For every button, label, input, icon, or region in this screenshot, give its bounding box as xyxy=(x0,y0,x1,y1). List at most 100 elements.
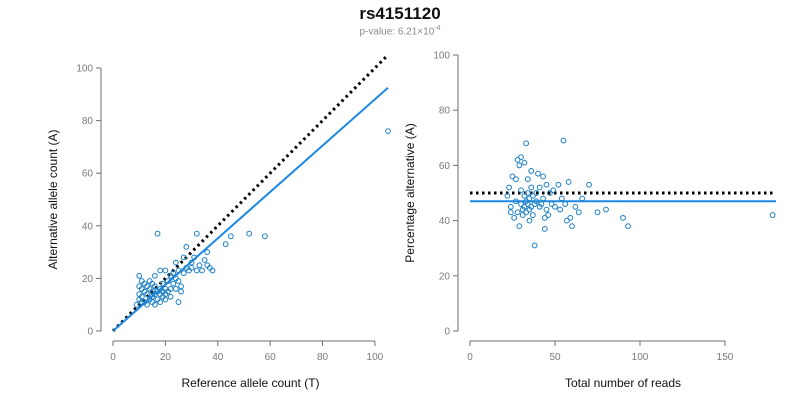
data-point xyxy=(540,195,546,202)
data-point xyxy=(227,233,234,240)
data-point xyxy=(514,209,521,216)
data-point xyxy=(516,162,523,169)
data-point xyxy=(209,267,216,274)
data-point xyxy=(199,267,205,274)
data-point xyxy=(136,272,143,279)
data-point xyxy=(586,181,592,188)
data-point xyxy=(769,212,776,218)
data-point xyxy=(579,195,586,202)
data-point xyxy=(530,212,536,218)
data-point xyxy=(572,203,579,210)
data-point xyxy=(521,203,528,210)
y-axis-label: Alternative allele count (A) xyxy=(46,129,60,269)
data-point xyxy=(543,181,550,188)
data-point xyxy=(504,192,511,199)
data-point xyxy=(180,270,187,277)
y-tick-label: 60 xyxy=(82,169,94,180)
data-point xyxy=(511,214,518,221)
data-point xyxy=(538,201,545,207)
data-point xyxy=(170,280,177,287)
data-point xyxy=(625,223,631,230)
data-point xyxy=(188,259,195,266)
data-point xyxy=(175,267,182,274)
data-point xyxy=(531,242,538,249)
chart-subtitle: p-value: 6.21×10-4 xyxy=(0,25,800,37)
x-tick-label: 60 xyxy=(265,352,277,363)
data-point xyxy=(530,192,536,199)
data-point xyxy=(138,293,145,300)
scatter-panel-percentage: 0 20 40 60 80 100 0 50 100 150 Total number of rea… xyxy=(403,51,776,390)
x-tick-label: 20 xyxy=(160,352,172,363)
data-point xyxy=(555,181,562,188)
data-point xyxy=(620,214,626,221)
data-point xyxy=(565,179,572,185)
data-point xyxy=(201,257,208,263)
p-value-exponent: -4 xyxy=(434,25,441,32)
data-point xyxy=(507,203,514,210)
data-point xyxy=(180,254,187,261)
data-point xyxy=(262,233,268,240)
data-point xyxy=(552,203,558,210)
data-point xyxy=(513,176,519,183)
data-point xyxy=(222,241,229,248)
data-point xyxy=(547,190,553,196)
data-point xyxy=(152,301,158,308)
data-point xyxy=(167,293,174,300)
data-point xyxy=(557,206,563,213)
data-point xyxy=(154,230,161,237)
data-point xyxy=(524,176,531,183)
y-tick-label: 20 xyxy=(439,271,451,282)
data-point xyxy=(528,168,535,174)
x-tick-label: 100 xyxy=(632,352,649,363)
data-point xyxy=(170,270,177,277)
data-point xyxy=(144,301,150,308)
data-point xyxy=(536,184,543,191)
data-point xyxy=(548,201,555,207)
y-tick-label: 40 xyxy=(82,221,94,232)
data-point xyxy=(513,198,519,205)
x-tick-label: 40 xyxy=(212,352,224,363)
data-point xyxy=(175,278,182,284)
data-point xyxy=(540,173,546,180)
data-point xyxy=(175,299,182,305)
y-tick-label: 0 xyxy=(444,327,450,338)
data-point xyxy=(507,209,514,216)
p-value-text: p-value: 6.21×10 xyxy=(359,26,435,38)
data-point xyxy=(521,192,528,199)
data-point xyxy=(564,217,570,224)
data-point xyxy=(526,217,533,224)
data-point xyxy=(533,190,540,196)
data-point xyxy=(144,291,150,298)
data-point xyxy=(159,280,166,287)
data-point xyxy=(528,203,535,210)
data-point xyxy=(172,286,179,292)
data-point xyxy=(545,212,552,218)
data-point xyxy=(178,288,184,295)
data-point xyxy=(524,201,531,207)
data-point xyxy=(533,198,540,205)
data-point xyxy=(152,283,158,290)
data-point xyxy=(562,201,569,207)
data-point xyxy=(523,209,529,216)
data-point xyxy=(193,267,200,274)
data-point xyxy=(172,259,179,266)
expected-ratio-line xyxy=(111,53,390,333)
x-tick-label: 0 xyxy=(467,352,473,363)
x-tick-label: 0 xyxy=(110,352,116,363)
data-point xyxy=(196,262,203,269)
data-point xyxy=(535,170,541,177)
data-point xyxy=(521,159,528,166)
data-point xyxy=(526,195,533,202)
data-point xyxy=(204,249,211,256)
y-tick-label: 20 xyxy=(82,274,94,285)
data-point xyxy=(543,206,550,213)
data-point xyxy=(550,187,557,194)
y-tick-label: 80 xyxy=(82,116,94,127)
data-point xyxy=(560,137,567,144)
scatter-panel-allele-counts: 0 20 40 60 80 100 0 20 40 60 80 100 Reference allele… xyxy=(46,53,391,390)
x-axis-label: Total number of reads xyxy=(565,376,681,390)
y-tick-label: 60 xyxy=(439,161,451,172)
data-point xyxy=(524,190,531,196)
data-point xyxy=(178,283,184,290)
